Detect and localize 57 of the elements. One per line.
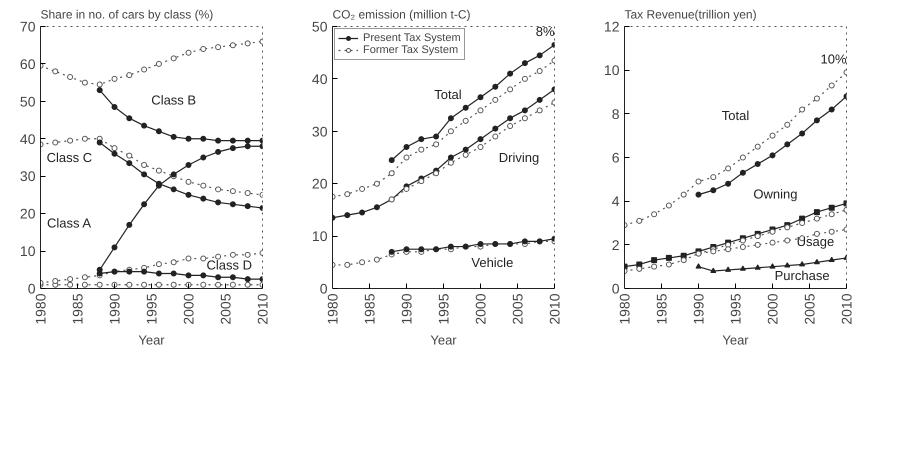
chart-title: Share in no. of cars by class (%)	[40, 8, 214, 22]
x-tick-label: 1990	[398, 293, 414, 325]
x-tick-label: 1990	[106, 293, 122, 325]
x-tick-label: 1995	[144, 293, 160, 325]
y-tick-label: 60	[20, 56, 36, 72]
annotation: Usage	[796, 234, 834, 249]
x-tick-label: 2010	[838, 293, 854, 325]
annotation: Total	[722, 108, 750, 124]
y-tick-label: 10	[312, 228, 328, 244]
annotation: Class C	[46, 150, 92, 165]
x-tick-label: 1990	[690, 293, 706, 325]
annotation: 10%	[820, 51, 847, 66]
y-tick-label: 20	[312, 176, 328, 192]
annotation: Vehicle	[471, 254, 514, 270]
x-tick-label: 1985	[70, 293, 86, 325]
y-tick-label: 70	[20, 18, 36, 34]
annotation: Class D	[206, 257, 252, 272]
y-tick-label: 50	[312, 18, 328, 34]
y-tick-label: 40	[312, 70, 328, 87]
y-tick-label: 4	[612, 193, 620, 210]
chart-title: Tax Revenue(trillion yen)	[624, 8, 757, 22]
x-tick-label: 2010	[546, 293, 562, 325]
y-tick-label: 30	[20, 168, 36, 184]
x-tick-label: 2000	[472, 293, 488, 325]
annotation: Class B	[151, 92, 196, 108]
y-tick-label: 2	[612, 236, 620, 253]
x-axis-title: Year	[430, 332, 458, 348]
y-tick-label: 6	[612, 150, 620, 166]
x-tick-label: 1985	[654, 293, 670, 325]
x-tick-label: 1985	[362, 293, 378, 325]
x-tick-label: 2005	[510, 293, 526, 325]
annotation: 8%	[536, 24, 555, 39]
annotation: Class A	[46, 216, 92, 230]
x-tick-label: 2000	[180, 293, 196, 325]
annotation: Owning	[753, 186, 798, 202]
x-tick-label: 2005	[802, 293, 818, 325]
annotation: Total	[434, 87, 462, 102]
y-tick-label: 30	[312, 123, 328, 140]
legend-label: Former Tax System	[363, 44, 458, 56]
y-tick-label: 20	[20, 206, 36, 222]
y-tick-label: 8	[612, 106, 620, 122]
chart-title: CO₂ emission (million t-C)	[332, 8, 471, 22]
x-tick-label: 1995	[436, 293, 452, 325]
x-tick-label: 2000	[764, 293, 780, 325]
y-tick-label: 40	[20, 130, 36, 147]
legend-label: Present Tax System	[363, 32, 461, 44]
y-tick-label: 10	[20, 243, 36, 260]
x-tick-label: 2005	[218, 293, 234, 325]
y-tick-label: 12	[604, 18, 620, 34]
x-axis-title: Year	[722, 332, 750, 348]
x-tick-label: 1995	[728, 293, 744, 325]
y-tick-label: 50	[20, 93, 36, 110]
y-tick-label: 10	[604, 62, 620, 78]
x-tick-label: 2010	[254, 293, 270, 325]
x-axis-title: Year	[138, 332, 166, 348]
annotation: Driving	[498, 150, 540, 165]
annotation: Purchase	[774, 268, 830, 283]
